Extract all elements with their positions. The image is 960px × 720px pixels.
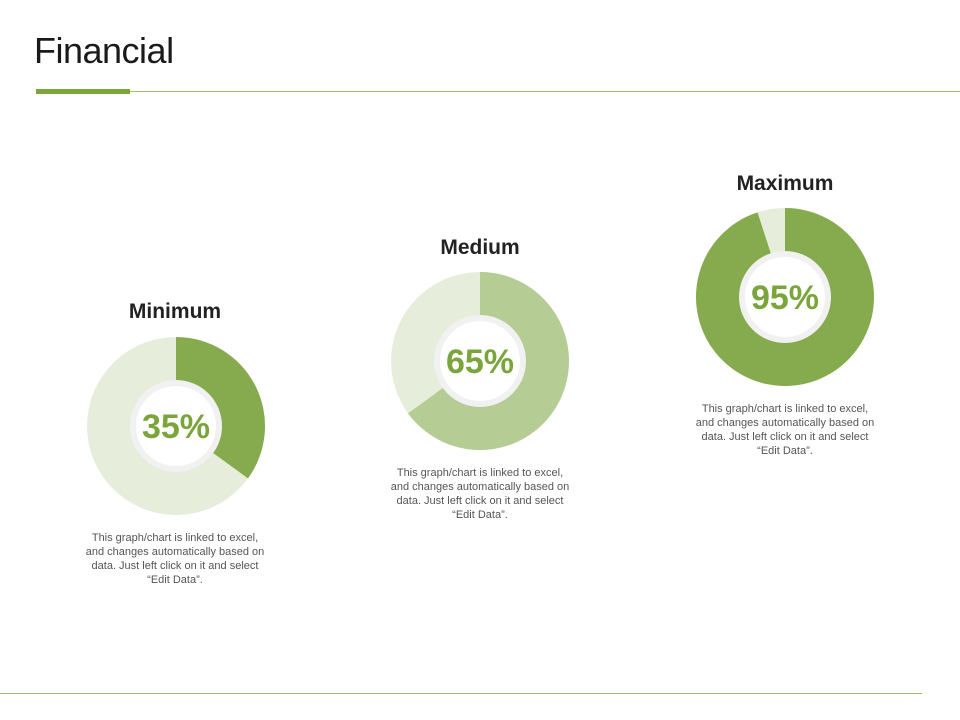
donut-hole [745, 257, 825, 337]
title-accent-bar [36, 89, 130, 94]
donut-hole [440, 321, 520, 401]
donut-percent-label: 65% [446, 343, 514, 381]
title-divider [130, 91, 960, 92]
donut-percent-label: 35% [142, 408, 210, 446]
donut-minimum-description: This graph/chart is linked to excel, and… [85, 532, 265, 586]
donut-medium-description: This graph/chart is linked to excel, and… [390, 467, 570, 521]
page-title: Financial [34, 30, 174, 71]
bottom-divider [0, 693, 922, 694]
donut-minimum-label: Minimum [128, 300, 222, 323]
donut-maximum-chart[interactable]: 95% [695, 207, 875, 387]
donut-maximum-label: Maximum [736, 172, 834, 195]
donut-maximum-description: This graph/chart is linked to excel, and… [695, 403, 875, 457]
donut-percent-label: 95% [751, 279, 819, 317]
donut-medium-chart[interactable]: 65% [390, 271, 570, 451]
donut-hole [136, 386, 216, 466]
donut-minimum-chart[interactable]: 35% [86, 336, 266, 516]
donut-medium-label: Medium [440, 236, 520, 259]
donut-value-slice [176, 337, 265, 479]
